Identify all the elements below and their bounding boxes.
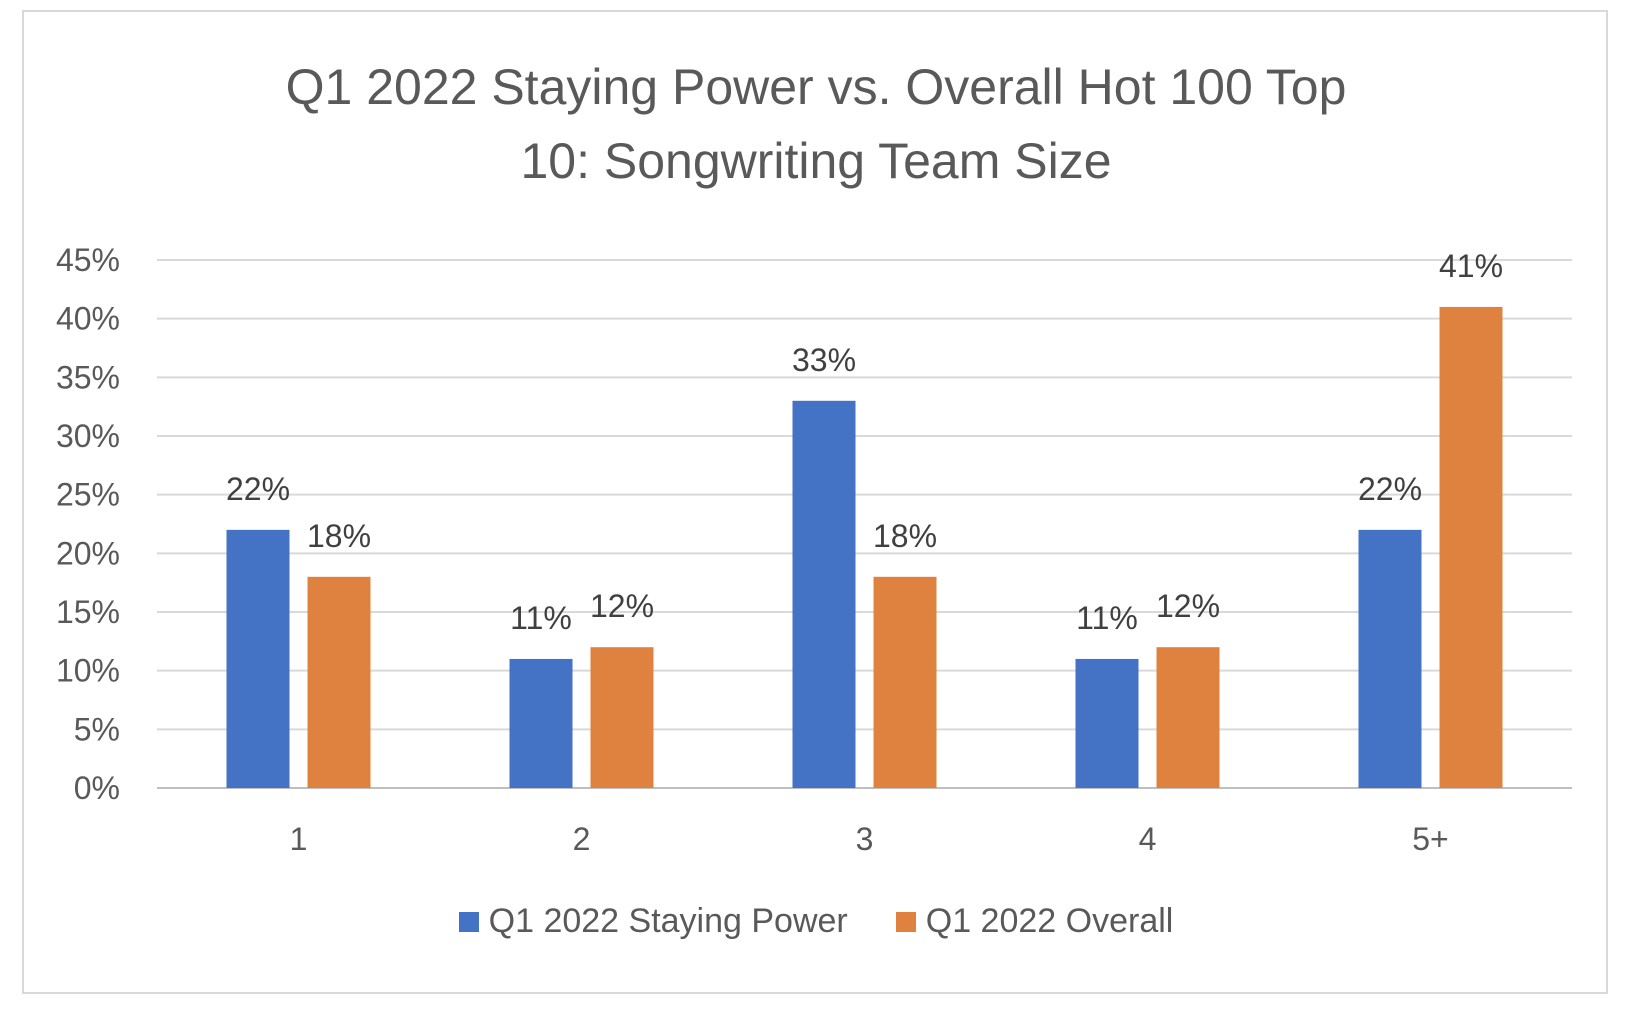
y-tick-label: 15%: [56, 594, 120, 630]
x-tick-label: 3: [856, 821, 874, 857]
y-tick-label: 30%: [56, 418, 120, 454]
y-tick-label: 20%: [56, 535, 120, 571]
x-tick-label: 5+: [1412, 821, 1448, 857]
legend-item-overall: Q1 2022 Overall: [895, 902, 1174, 941]
bar: [1075, 658, 1139, 788]
bar: [226, 529, 290, 788]
bar: [792, 400, 856, 788]
x-tick-label: 4: [1139, 821, 1157, 857]
y-tick-label: 35%: [56, 359, 120, 395]
data-label: 11%: [510, 600, 572, 636]
y-tick-label: 40%: [56, 301, 120, 337]
data-label: 12%: [1156, 588, 1220, 624]
bar: [1156, 647, 1220, 788]
data-label: 33%: [792, 342, 856, 378]
bar: [307, 576, 371, 788]
legend-swatch-overall: [895, 911, 916, 932]
y-tick-label: 10%: [56, 653, 120, 689]
legend: Q1 2022 Staying Power Q1 2022 Overall: [0, 902, 1632, 941]
bar: [873, 576, 937, 788]
chart-title-line-2: 10: Songwriting Team Size: [520, 133, 1112, 189]
bar: [590, 647, 654, 788]
chart-title: Q1 2022 Staying Power vs. Overall Hot 10…: [0, 50, 1632, 198]
y-tick-label: 0%: [74, 770, 120, 806]
bar: [1358, 529, 1422, 788]
data-label: 22%: [1358, 471, 1422, 507]
y-tick-label: 45%: [56, 242, 120, 278]
data-label: 22%: [226, 471, 290, 507]
bar: [1439, 306, 1503, 788]
bar: [509, 658, 573, 788]
y-tick-label: 25%: [56, 477, 120, 513]
data-label: 41%: [1439, 248, 1503, 284]
data-label: 12%: [590, 588, 654, 624]
legend-label-overall: Q1 2022 Overall: [925, 902, 1174, 940]
data-label: 18%: [873, 518, 937, 554]
x-tick-label: 2: [573, 821, 591, 857]
data-label: 11%: [1076, 600, 1138, 636]
data-label: 18%: [307, 518, 371, 554]
legend-swatch-staying-power: [458, 911, 479, 932]
legend-item-staying-power: Q1 2022 Staying Power: [458, 902, 848, 941]
y-tick-label: 5%: [74, 711, 120, 747]
chart-title-line-1: Q1 2022 Staying Power vs. Overall Hot 10…: [285, 59, 1347, 115]
x-tick-label: 1: [290, 821, 308, 857]
legend-label-staying-power: Q1 2022 Staying Power: [488, 902, 848, 940]
